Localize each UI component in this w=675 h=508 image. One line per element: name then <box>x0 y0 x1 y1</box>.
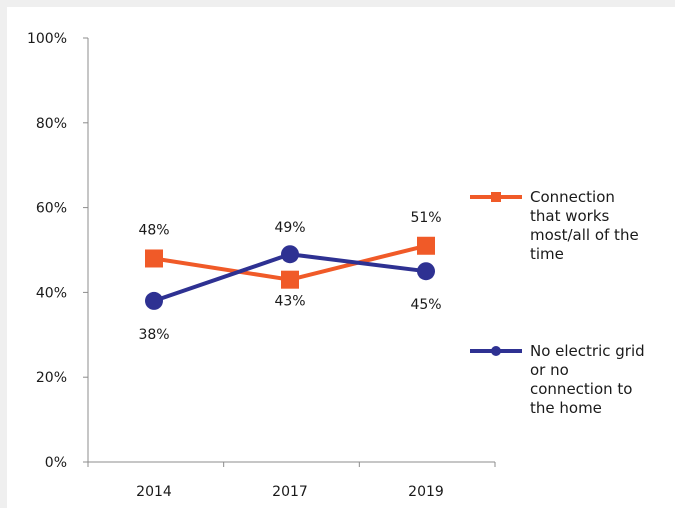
y-tick-label: 40% <box>36 285 67 301</box>
legend-label: that works <box>530 207 610 225</box>
y-tick-label: 80% <box>36 116 67 132</box>
legend-label: the home <box>530 399 602 417</box>
legend-marker-square <box>491 192 501 202</box>
data-label: 45% <box>410 297 441 313</box>
y-tick-label: 60% <box>36 201 67 217</box>
legend-label: connection to <box>530 380 632 398</box>
data-point-square <box>281 270 299 289</box>
data-point-square <box>417 236 435 255</box>
y-tick-label: 100% <box>27 31 67 47</box>
x-tick-label: 2014 <box>136 484 172 500</box>
x-tick-label: 2019 <box>408 484 444 500</box>
legend-label: No electric grid <box>530 342 645 360</box>
data-point-circle <box>417 262 435 281</box>
legend-label: Connection <box>530 188 615 206</box>
legend-marker-circle <box>491 346 501 356</box>
y-tick-label: 20% <box>36 370 67 386</box>
x-tick-label: 2017 <box>272 484 308 500</box>
legend-label: or no <box>530 361 569 379</box>
y-tick-label: 0% <box>45 455 67 471</box>
line-chart: 0% 20% 40% 60% 80% 100% 2014 2017 2019 48% 43% 51% 3… <box>27 31 645 500</box>
chart-card: 0% 20% 40% 60% 80% 100% 2014 2017 2019 48% 43% 51% 3… <box>7 7 675 508</box>
data-point-circle <box>145 291 163 310</box>
legend-label: most/all of the <box>530 226 639 244</box>
data-point-circle <box>281 245 299 264</box>
data-label: 51% <box>410 210 441 226</box>
legend-label: time <box>530 245 564 263</box>
data-label: 38% <box>138 327 169 343</box>
data-label: 43% <box>274 294 305 310</box>
data-label: 49% <box>274 220 305 236</box>
data-label: 48% <box>138 222 169 238</box>
data-point-square <box>145 249 163 268</box>
